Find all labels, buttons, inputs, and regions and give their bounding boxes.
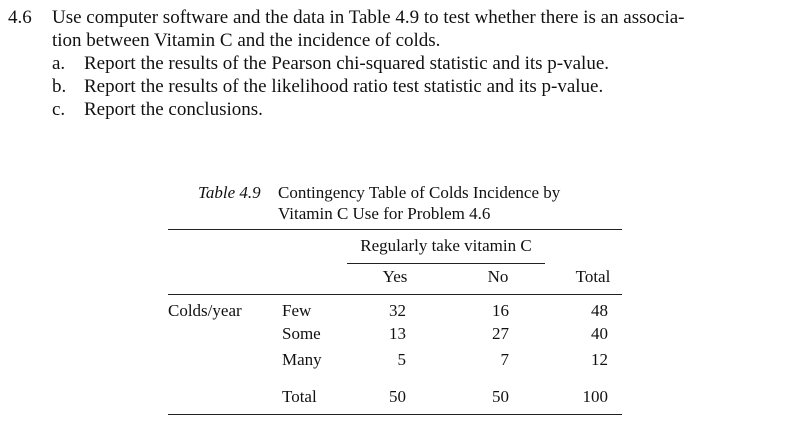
item-label: a. xyxy=(52,53,66,74)
item-label: c. xyxy=(52,99,66,120)
item-text: Report the conclusions. xyxy=(84,99,263,120)
item-text: Report the results of the likelihood rat… xyxy=(84,76,604,97)
table-top-rule xyxy=(168,229,622,230)
caption-label: Table 4.9 xyxy=(198,183,261,202)
table-bottom-rule xyxy=(168,414,622,415)
problem-line: Use computer software and the data in Ta… xyxy=(52,7,685,28)
cell: 50 xyxy=(492,387,509,406)
cell: 48 xyxy=(591,301,608,320)
row-label: Total xyxy=(282,387,317,406)
cell: 32 xyxy=(389,301,406,320)
spanner-rule xyxy=(347,263,545,264)
problem-number: 4.6 xyxy=(8,7,32,28)
header-rule xyxy=(168,294,622,295)
problem-line: tion between Vitamin C and the incidence… xyxy=(52,30,441,51)
column-header: No xyxy=(487,267,509,286)
cell: 16 xyxy=(492,301,509,320)
row-label: Some xyxy=(282,324,321,343)
row-label: Few xyxy=(282,301,312,320)
caption-title: Vitamin C Use for Problem 4.6 xyxy=(278,204,491,223)
row-label: Many xyxy=(282,350,322,369)
cell: 5 xyxy=(397,350,407,369)
item-label: b. xyxy=(52,76,67,97)
spanner-header: Regularly take vitamin C xyxy=(360,236,532,255)
cell: 40 xyxy=(591,324,608,343)
cell: 12 xyxy=(591,350,608,369)
cell: 100 xyxy=(582,387,609,406)
caption-title: Contingency Table of Colds Incidence by xyxy=(278,183,561,202)
cell: 50 xyxy=(389,387,406,406)
column-header: Total xyxy=(575,267,611,286)
cell: 27 xyxy=(492,324,509,343)
row-group-label: Colds/year xyxy=(168,301,242,320)
cell: 7 xyxy=(500,350,510,369)
column-header: Yes xyxy=(382,267,408,286)
item-text: Report the results of the Pearson chi-sq… xyxy=(84,53,610,74)
cell: 13 xyxy=(389,324,406,343)
